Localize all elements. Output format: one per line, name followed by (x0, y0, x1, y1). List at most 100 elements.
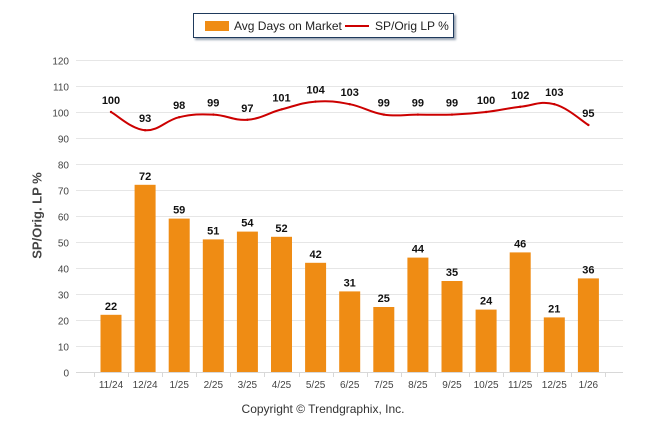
line-point (519, 105, 522, 109)
y-tick-label: 120 (52, 57, 69, 68)
x-tick-label: 11/25 (508, 380, 533, 391)
legend-bar-swatch (205, 21, 229, 31)
line-data-label: 99 (446, 98, 458, 110)
line-point (212, 113, 215, 116)
gridlines (76, 60, 623, 373)
line-point (246, 118, 249, 122)
bar (168, 218, 190, 372)
line-data-label: 98 (173, 100, 185, 112)
line-data-label: 99 (207, 98, 219, 110)
bar-series (100, 184, 599, 372)
bar-data-label: 72 (139, 171, 151, 183)
line-point (416, 113, 420, 116)
line-point (484, 110, 488, 114)
line-data-label: 101 (272, 92, 290, 104)
x-tick-label: 10/25 (474, 380, 499, 391)
bar-data-label: 31 (344, 277, 356, 289)
bar (475, 309, 497, 372)
x-tick-label: 4/25 (272, 380, 292, 391)
bar (305, 262, 327, 372)
y-tick-label: 50 (58, 239, 70, 250)
bar-data-label: 59 (173, 205, 185, 217)
x-tick-label: 7/25 (374, 380, 394, 391)
bar (543, 317, 565, 372)
bar-data-label: 35 (446, 267, 458, 279)
bar-data-label: 36 (582, 264, 594, 276)
legend: Avg Days on Market SP/Orig LP % (193, 13, 454, 38)
bar-data-labels: 22 72 59 51 54 52 42 31 25 44 35 24 46 21 36 (105, 171, 595, 316)
bar-data-label: 46 (514, 238, 526, 250)
y-axis-label: SP/Orig. LP % (29, 172, 45, 259)
x-tick-label: 9/25 (442, 380, 462, 391)
x-tick-label: 6/25 (340, 380, 360, 391)
bar (271, 236, 292, 372)
y-axis-ticks: 0 10 20 30 40 50 60 70 80 90 100 110 120 (52, 57, 69, 380)
y-tick-label: 10 (58, 343, 70, 354)
bar (134, 184, 156, 372)
line-point (382, 113, 385, 116)
bar (236, 231, 258, 372)
x-tick-label: 12/24 (133, 380, 158, 391)
legend-line-swatch (345, 25, 369, 27)
bar (441, 281, 463, 372)
line-data-label: 100 (102, 95, 120, 107)
line-point (178, 116, 181, 119)
line-data-label: 102 (511, 90, 529, 102)
bar-data-label: 22 (105, 301, 117, 313)
y-tick-label: 40 (58, 265, 70, 276)
x-tick-label: 1/26 (579, 380, 599, 391)
bar (100, 314, 122, 372)
line-data-label: 99 (412, 98, 424, 110)
line-point (450, 113, 454, 116)
y-tick-label: 80 (58, 161, 70, 172)
line-data-labels: 100 93 98 99 97 101 104 103 99 99 99 100 102 103 95 (102, 85, 595, 126)
x-tick-label: 2/25 (204, 380, 224, 391)
line-point (314, 100, 317, 103)
line-data-label: 97 (241, 103, 253, 115)
bar-data-label: 42 (309, 249, 321, 261)
bar-data-label: 51 (207, 225, 219, 237)
line-point (143, 129, 147, 132)
y-tick-label: 110 (53, 83, 69, 94)
x-tick-label: 1/25 (169, 380, 189, 391)
bar (339, 291, 361, 372)
x-tick-label: 3/25 (238, 380, 258, 391)
line-data-label: 95 (582, 108, 594, 120)
y-tick-label: 90 (58, 135, 70, 146)
bar (373, 307, 395, 372)
line-point (109, 110, 113, 114)
line-data-label: 100 (477, 95, 495, 107)
x-tick-label: 12/25 (542, 380, 567, 391)
x-tick-label: 5/25 (306, 380, 326, 391)
bar-data-label: 25 (378, 293, 390, 305)
bar (407, 257, 429, 372)
line-data-label: 103 (545, 87, 563, 99)
x-tick-label: 11/24 (99, 380, 124, 391)
legend-bar-label: Avg Days on Market (234, 19, 342, 33)
line-series (109, 100, 590, 132)
y-tick-label: 70 (58, 187, 70, 198)
bar-data-label: 52 (275, 223, 287, 235)
legend-line-label: SP/Orig LP % (375, 19, 449, 33)
y-tick-label: 60 (58, 213, 70, 224)
y-tick-label: 20 (58, 317, 70, 328)
bar-data-label: 44 (412, 244, 425, 256)
y-tick-label: 30 (58, 291, 70, 302)
line-data-label: 103 (341, 87, 359, 99)
line-data-label: 104 (306, 85, 325, 97)
bar-data-label: 24 (480, 296, 493, 308)
line-data-label: 99 (378, 98, 390, 110)
bar (577, 278, 599, 372)
bar (509, 252, 531, 372)
y-tick-label: 0 (63, 369, 69, 380)
line-data-label: 93 (139, 113, 151, 125)
bar (202, 239, 224, 372)
y-tick-label: 100 (52, 109, 69, 120)
line-point (280, 108, 283, 111)
line-point (553, 103, 556, 106)
bar-data-label: 21 (548, 303, 560, 315)
line-point (587, 123, 590, 127)
line-point (348, 103, 351, 106)
copyright: Copyright © Trendgraphix, Inc. (241, 402, 405, 416)
